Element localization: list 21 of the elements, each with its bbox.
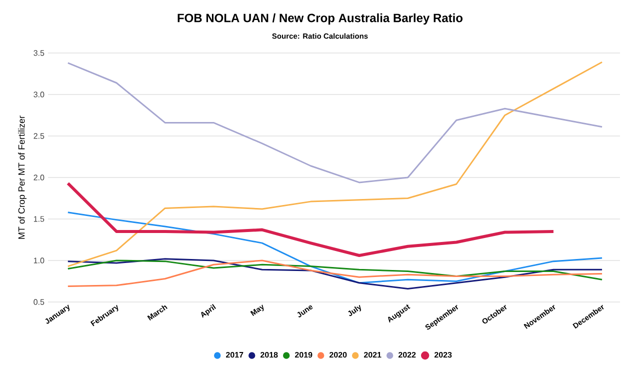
y-tick-label: 1.0 bbox=[34, 258, 44, 264]
legend-label: 2019 bbox=[294, 352, 312, 358]
y-tick-label: 3.0 bbox=[34, 92, 44, 98]
legend-label: 2020 bbox=[329, 352, 347, 358]
chart-title: FOB NOLA UAN / New Crop Australia Barley Ratio bbox=[178, 13, 463, 25]
line-series bbox=[67, 62, 603, 184]
legend-label: 2022 bbox=[398, 352, 416, 358]
line-series bbox=[67, 260, 603, 280]
y-tick-label: 3.5 bbox=[34, 50, 44, 56]
line-series bbox=[66, 182, 555, 258]
legend-label: 2017 bbox=[226, 352, 244, 358]
y-tick-label: 1.5 bbox=[34, 216, 44, 222]
line-series bbox=[67, 212, 603, 284]
legend-label: 2023 bbox=[434, 352, 452, 358]
legend-label: 2021 bbox=[364, 352, 382, 358]
line-series bbox=[67, 61, 603, 268]
legend-label: 2018 bbox=[260, 352, 278, 358]
y-tick-label: 2.0 bbox=[34, 174, 44, 180]
y-axis-title: MT of Crop Per MT of Fertilizer bbox=[18, 116, 26, 239]
y-tick-label: 2.5 bbox=[34, 133, 44, 139]
y-tick-label: 0.5 bbox=[34, 299, 44, 305]
